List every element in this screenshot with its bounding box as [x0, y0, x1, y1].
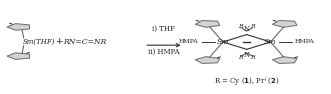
Text: Sm: Sm — [217, 38, 229, 46]
Polygon shape — [272, 57, 297, 63]
Text: Sm(THF): Sm(THF) — [23, 38, 55, 46]
Polygon shape — [195, 20, 220, 27]
Text: ii) HMPA: ii) HMPA — [148, 48, 180, 56]
Text: R: R — [250, 24, 255, 29]
Text: R: R — [238, 55, 243, 60]
Polygon shape — [7, 24, 29, 30]
FancyArrowPatch shape — [147, 44, 179, 47]
Text: N: N — [244, 25, 250, 33]
Text: N: N — [244, 51, 250, 59]
Text: i) THF: i) THF — [153, 25, 175, 33]
Text: R: R — [238, 24, 243, 29]
Text: R: R — [250, 55, 255, 60]
Text: RN=C=NR: RN=C=NR — [64, 38, 107, 46]
Text: HMPA: HMPA — [295, 39, 315, 44]
Text: HMPA: HMPA — [178, 39, 198, 44]
Text: +: + — [55, 38, 63, 46]
Polygon shape — [7, 53, 29, 59]
Text: Sm: Sm — [264, 38, 277, 46]
Polygon shape — [195, 57, 220, 63]
Polygon shape — [272, 20, 297, 27]
Text: R = Cy ($\mathbf{1}$), Pr$^{i}$ ($\mathbf{2}$): R = Cy ($\mathbf{1}$), Pr$^{i}$ ($\mathb… — [214, 76, 280, 89]
